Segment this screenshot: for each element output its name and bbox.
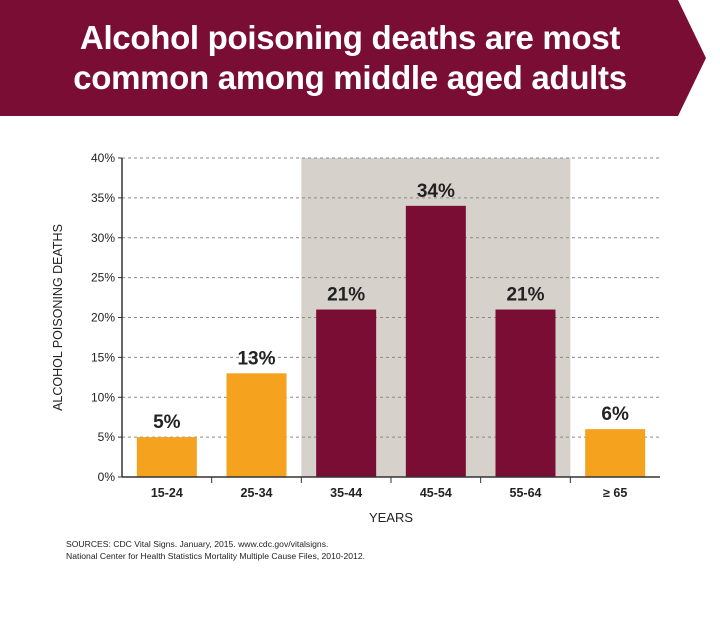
title-banner: Alcohol poisoning deaths are most common… xyxy=(0,0,720,118)
data-label: 34% xyxy=(417,181,455,202)
y-tick-label: 15% xyxy=(91,350,115,364)
x-tick-label: 55-64 xyxy=(510,486,542,500)
data-label: 21% xyxy=(506,285,544,306)
chart-title-line-1: Alcohol poisoning deaths are most xyxy=(79,19,621,56)
source-note-line-2: National Center for Health Statistics Mo… xyxy=(66,551,366,561)
y-axis-title: ALCOHOL POISONING DEATHS xyxy=(51,224,65,411)
bar-35-44 xyxy=(316,309,377,477)
y-tick-label: 35% xyxy=(91,191,115,205)
x-axis-title: YEARS xyxy=(369,510,413,525)
data-label: 21% xyxy=(327,285,365,306)
x-tick-label: 25-34 xyxy=(241,486,273,500)
x-tick-label: 35-44 xyxy=(330,486,362,500)
bar-45-54 xyxy=(405,205,466,477)
bar-15-24 xyxy=(136,437,197,477)
banner-background xyxy=(0,0,706,116)
y-tick-label: 20% xyxy=(91,311,115,325)
y-tick-label: 5% xyxy=(98,430,116,444)
y-tick-label: 10% xyxy=(91,390,115,404)
x-tick-label: 45-54 xyxy=(420,486,452,500)
data-label: 6% xyxy=(601,404,629,425)
y-tick-label: 0% xyxy=(98,470,116,484)
x-tick-label: 15-24 xyxy=(151,486,183,500)
data-label: 5% xyxy=(153,412,181,433)
y-tick-label: 30% xyxy=(91,231,115,245)
y-tick-label: 25% xyxy=(91,271,115,285)
x-tick-label: ≥ 65 xyxy=(603,486,627,500)
data-label: 13% xyxy=(237,348,275,369)
source-note-line-1: SOURCES: CDC Vital Signs. January, 2015.… xyxy=(66,539,329,549)
bar-chart: 0% 5% 10% 15% 20% 25% 30% 35% 40% 5% 15-24 13% 25-34… xyxy=(51,151,660,525)
bar-25-34 xyxy=(226,373,287,477)
chart-title-line-2: common among middle aged adults xyxy=(73,59,627,96)
y-tick-label: 40% xyxy=(91,151,115,165)
bar-55-64 xyxy=(495,309,556,477)
bar-≥ 65 xyxy=(585,429,646,477)
